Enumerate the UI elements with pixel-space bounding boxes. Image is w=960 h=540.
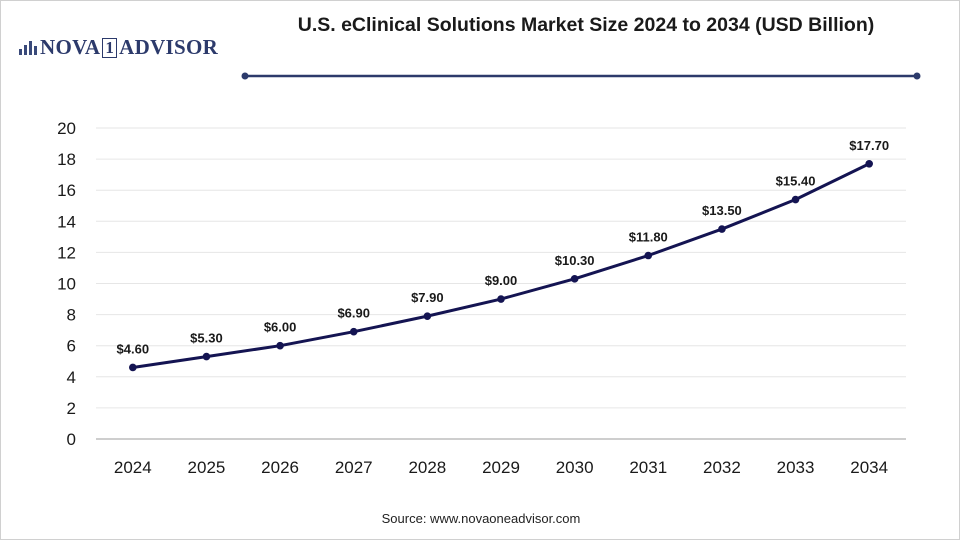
x-tick-label: 2034 [850,458,888,477]
data-label: $6.90 [337,306,370,321]
data-label: $13.50 [702,203,742,218]
x-tick-label: 2030 [556,458,594,477]
y-tick-label: 2 [67,399,76,418]
x-tick-label: 2032 [703,458,741,477]
logo-text-left: NOVA [40,34,101,59]
chart-title: U.S. eClinical Solutions Market Size 202… [297,14,875,36]
title-divider [241,72,921,80]
y-tick-label: 14 [57,212,76,231]
y-tick-label: 10 [57,275,76,294]
data-point [349,327,358,336]
data-point [644,251,653,260]
x-tick-label: 2033 [777,458,815,477]
source-note: Source: www.novaoneadvisor.com [381,511,581,526]
logo-text-mid: 1 [102,37,118,58]
data-point [276,341,284,350]
data-point [129,363,137,372]
data-label: $4.60 [117,341,150,356]
x-tick-label: 2031 [629,458,667,477]
data-point [570,275,579,283]
y-tick-label: 16 [57,181,76,200]
series-line [132,162,870,369]
logo-text-right: ADVISOR [119,34,219,59]
data-label: $6.00 [264,320,297,335]
y-tick-label: 20 [57,119,76,138]
data-label: $15.40 [776,174,816,189]
y-tick-label: 8 [67,306,76,325]
y-tick-label: 4 [67,368,76,387]
x-tick-label: 2026 [261,458,299,477]
data-label: $17.70 [849,138,889,153]
y-tick-label: 0 [67,430,76,449]
data-point [865,159,873,168]
x-tick-label: 2029 [482,458,520,477]
data-label: $9.00 [485,273,518,288]
data-point [423,312,432,320]
data-point [718,225,726,233]
x-tick-label: 2025 [188,458,226,477]
data-label: $11.80 [629,230,668,245]
y-tick-label: 6 [67,337,76,356]
data-label: $10.30 [555,253,595,268]
data-label: $7.90 [411,290,444,305]
logo-bars-icon [19,39,37,55]
data-point [202,352,211,361]
data-point [791,195,800,204]
x-tick-label: 2024 [114,458,152,477]
data-point [497,295,505,303]
brand-logo: NOVA 1 ADVISOR [19,35,218,59]
logo-text: NOVA 1 ADVISOR [40,35,218,60]
x-tick-label: 2027 [335,458,373,477]
y-tick-label: 18 [57,150,76,169]
data-label: $5.30 [190,331,223,346]
x-tick-label: 2028 [408,458,446,477]
y-tick-label: 12 [57,243,76,262]
